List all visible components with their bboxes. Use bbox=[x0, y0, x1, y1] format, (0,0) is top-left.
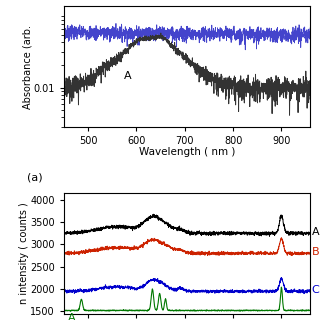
Y-axis label: Absorbance (arb.: Absorbance (arb. bbox=[22, 25, 32, 108]
Text: C: C bbox=[312, 285, 320, 295]
Text: A: A bbox=[124, 71, 132, 81]
Text: B: B bbox=[312, 247, 319, 258]
Text: A: A bbox=[68, 313, 76, 320]
X-axis label: Wavelength ( nm ): Wavelength ( nm ) bbox=[139, 147, 236, 157]
Y-axis label: n intensity ( counts ): n intensity ( counts ) bbox=[19, 203, 29, 304]
Text: (a): (a) bbox=[27, 173, 43, 183]
Text: A: A bbox=[312, 228, 319, 237]
